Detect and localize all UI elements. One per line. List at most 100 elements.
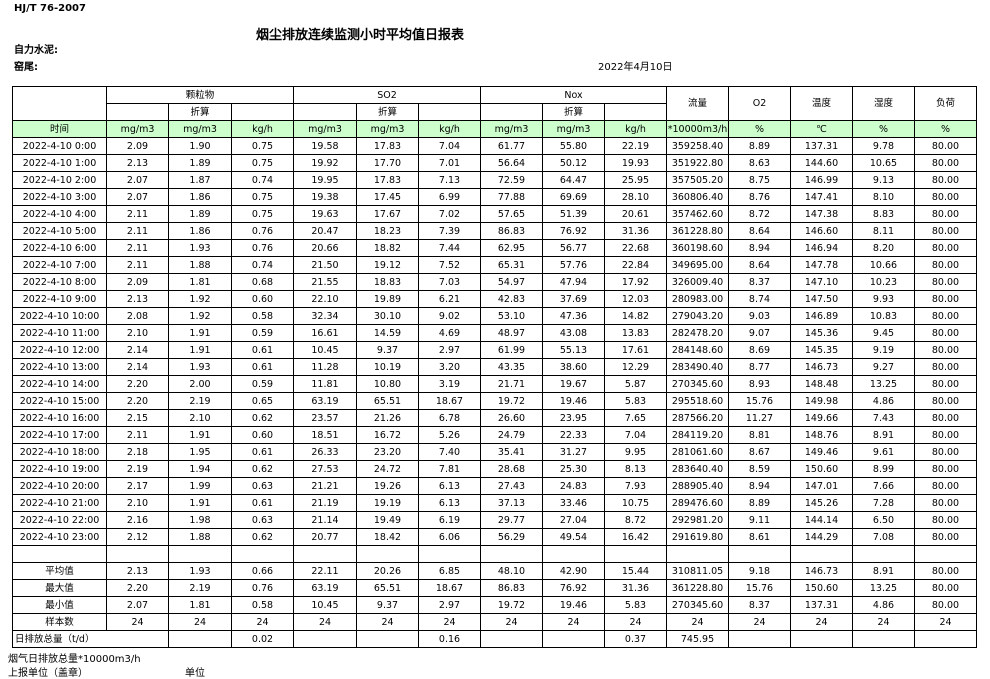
value-cell: 282478.20 — [666, 324, 729, 342]
unit-header: % — [914, 120, 977, 138]
summary-value: 80.00 — [914, 579, 977, 597]
table-row: 2022-4-10 14:00 2.20 2.00 0.59 11.81 10.80 3.1… — [12, 375, 977, 393]
value-cell: 2.19 — [168, 392, 232, 410]
value-cell: 80.00 — [914, 392, 977, 410]
group-header: 颗粒物 — [106, 86, 294, 104]
table-row: 2022-4-10 12:00 2.14 1.91 0.61 10.45 9.37 2.97… — [12, 341, 977, 359]
summary-value: 2.13 — [106, 562, 169, 580]
total-value: 745.95 — [666, 630, 729, 648]
blank-cell — [852, 545, 915, 563]
table-row: 2022-4-10 9:00 2.13 1.92 0.60 22.10 19.89 6.21… — [12, 290, 977, 308]
value-cell: 7.81 — [418, 460, 481, 478]
value-cell: 20.47 — [293, 222, 357, 240]
value-cell: 69.69 — [542, 188, 605, 206]
value-cell: 7.44 — [418, 239, 481, 257]
header-cell — [12, 86, 107, 121]
summary-value: 15.44 — [604, 562, 667, 580]
summary-value: 15.76 — [728, 579, 791, 597]
summary-value: 19.46 — [542, 596, 605, 614]
value-cell: 8.69 — [728, 341, 791, 359]
value-cell: 10.65 — [852, 154, 915, 172]
value-cell: 64.47 — [542, 171, 605, 189]
value-cell: 7.43 — [852, 409, 915, 427]
value-cell: 7.65 — [604, 409, 667, 427]
blank-cell — [231, 545, 294, 563]
value-cell: 11.81 — [293, 375, 357, 393]
value-cell: 9.93 — [852, 290, 915, 308]
value-cell: 1.90 — [168, 137, 232, 155]
value-cell: 2.13 — [106, 290, 169, 308]
value-cell: 361228.80 — [666, 222, 729, 240]
value-cell: 80.00 — [914, 239, 977, 257]
summary-value: 63.19 — [293, 579, 357, 597]
value-cell: 19.89 — [356, 290, 419, 308]
value-cell: 22.10 — [293, 290, 357, 308]
value-cell: 9.11 — [728, 511, 791, 529]
summary-value: 4.86 — [852, 596, 915, 614]
value-cell: 9.45 — [852, 324, 915, 342]
value-cell: 0.60 — [231, 426, 294, 444]
table-row: 样本数 24 24 24 24 24 24 24 24 24 24 24 24 24 24 — [12, 613, 977, 631]
value-cell: 5.83 — [604, 392, 667, 410]
value-cell: 144.14 — [790, 511, 853, 529]
summary-value: 24 — [542, 613, 605, 631]
summary-value: 150.60 — [790, 579, 853, 597]
value-cell: 6.13 — [418, 477, 481, 495]
value-cell: 80.00 — [914, 341, 977, 359]
blank-cell — [914, 545, 977, 563]
total-label: 日排放总量（t/d） — [12, 630, 169, 648]
summary-value: 86.83 — [480, 579, 543, 597]
value-cell: 80.00 — [914, 205, 977, 223]
summary-value: 1.81 — [168, 596, 232, 614]
value-cell: 7.52 — [418, 256, 481, 274]
value-cell: 80.00 — [914, 494, 977, 512]
time-cell: 2022-4-10 6:00 — [12, 239, 107, 257]
summary-value: 24 — [231, 613, 294, 631]
value-cell: 1.88 — [168, 256, 232, 274]
table-row: 2022-4-10 1:00 2.13 1.89 0.75 19.92 17.70 7.01… — [12, 154, 977, 172]
summary-value: 2.19 — [168, 579, 232, 597]
value-cell: 31.36 — [604, 222, 667, 240]
value-cell: 8.81 — [728, 426, 791, 444]
value-cell: 47.94 — [542, 273, 605, 291]
table-row: 颗粒物 SO2 Nox 流量 O2 温度 湿度 负荷 — [12, 86, 977, 121]
footer-line: 上报单位（盖章） — [8, 668, 88, 679]
value-cell: 2.11 — [106, 222, 169, 240]
value-cell: 0.75 — [231, 205, 294, 223]
value-cell: 8.63 — [728, 154, 791, 172]
value-cell: 72.59 — [480, 171, 543, 189]
value-cell: 3.19 — [418, 375, 481, 393]
value-cell: 8.59 — [728, 460, 791, 478]
value-cell: 0.76 — [231, 239, 294, 257]
value-cell: 145.26 — [790, 494, 853, 512]
time-cell: 2022-4-10 16:00 — [12, 409, 107, 427]
value-cell: 16.42 — [604, 528, 667, 546]
value-cell: 80.00 — [914, 443, 977, 461]
value-cell: 1.93 — [168, 239, 232, 257]
value-cell: 57.65 — [480, 205, 543, 223]
time-cell: 2022-4-10 5:00 — [12, 222, 107, 240]
summary-value: 24 — [604, 613, 667, 631]
time-cell: 2022-4-10 2:00 — [12, 171, 107, 189]
table-row: 2022-4-10 21:00 2.10 1.91 0.61 21.19 19.19 6.1… — [12, 494, 977, 512]
value-cell: 10.80 — [356, 375, 419, 393]
summary-value: 137.31 — [790, 596, 853, 614]
value-cell: 326009.40 — [666, 273, 729, 291]
value-cell: 9.07 — [728, 324, 791, 342]
value-cell: 295518.60 — [666, 392, 729, 410]
value-cell: 19.93 — [604, 154, 667, 172]
value-cell: 10.66 — [852, 256, 915, 274]
value-cell: 8.77 — [728, 358, 791, 376]
value-cell: 19.12 — [356, 256, 419, 274]
value-cell: 14.59 — [356, 324, 419, 342]
value-cell: 19.63 — [293, 205, 357, 223]
value-cell: 22.19 — [604, 137, 667, 155]
value-cell: 8.61 — [728, 528, 791, 546]
value-cell: 357505.20 — [666, 171, 729, 189]
table-row: 2022-4-10 15:00 2.20 2.19 0.65 63.19 65.51 18.… — [12, 392, 977, 410]
value-cell: 80.00 — [914, 154, 977, 172]
unit-header: mg/m3 — [480, 120, 543, 138]
report-table: 颗粒物 SO2 Nox 流量 O2 温度 湿度 负荷 折算 折算 折算 时间 mg/m3 mg/m3 kg/… — [12, 86, 977, 648]
unit-header: kg/h — [231, 120, 294, 138]
value-cell: 9.95 — [604, 443, 667, 461]
